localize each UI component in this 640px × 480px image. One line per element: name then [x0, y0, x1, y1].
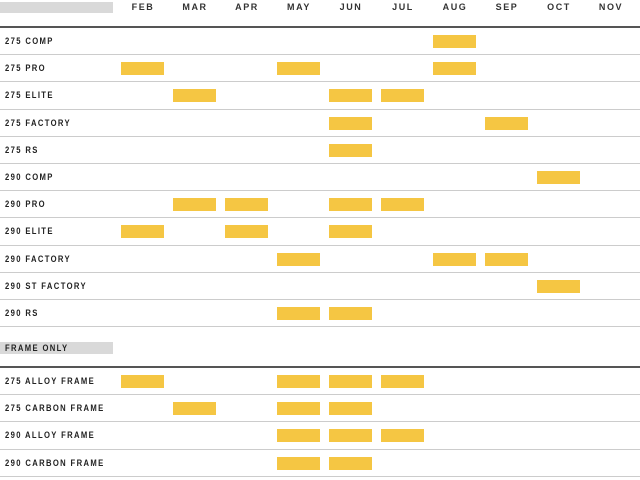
- availability-bar-jul: [381, 429, 424, 443]
- month-jun: JUN: [339, 2, 363, 12]
- frame-section-header: FRAME ONLY: [0, 342, 113, 354]
- row-label: 275 PRO: [5, 63, 46, 74]
- availability-bar-aug: [433, 62, 476, 76]
- row-label: 275 ELITE: [5, 90, 54, 101]
- table-row: 290 PRO: [0, 191, 640, 219]
- row-label: 275 COMP: [5, 36, 54, 46]
- availability-bar-jun: [329, 89, 372, 103]
- row-label: 290 ELITE: [5, 226, 54, 237]
- availability-bar-jun: [329, 143, 372, 157]
- frame-section-label: FRAME ONLY: [5, 343, 69, 353]
- availability-bar-may: [277, 456, 320, 470]
- availability-bar-jun: [329, 307, 372, 320]
- table-row: 275 COMP: [0, 28, 640, 56]
- table-row: 275 PRO: [0, 55, 640, 83]
- availability-bar-feb: [121, 375, 164, 388]
- row-label: 290 ST FACTORY: [5, 280, 87, 291]
- availability-bar-oct: [537, 279, 580, 293]
- availability-bar-may: [277, 375, 320, 388]
- table-row: 275 ELITE: [0, 82, 640, 110]
- month-may: MAY: [287, 2, 311, 12]
- month-apr: APR: [235, 2, 259, 12]
- availability-bar-jun: [329, 429, 372, 443]
- row-label: 290 RS: [5, 308, 39, 318]
- table-row: 290 ST FACTORY: [0, 273, 640, 300]
- availability-bar-mar: [173, 89, 216, 103]
- availability-bar-jul: [381, 375, 424, 388]
- availability-bar-jun: [329, 198, 372, 212]
- availability-bar-aug: [433, 35, 476, 48]
- availability-bar-sep: [485, 116, 528, 130]
- table-row: 275 FACTORY: [0, 110, 640, 137]
- availability-bar-oct: [537, 171, 580, 184]
- frame-divider: [0, 366, 640, 368]
- table-row: 275 ALLOY FRAME: [0, 368, 640, 396]
- table-row: 290 CARBON FRAME: [0, 450, 640, 477]
- table-row: 275 RS: [0, 137, 640, 164]
- row-label: 275 CARBON FRAME: [5, 403, 105, 414]
- availability-bar-jun: [329, 116, 372, 130]
- month-oct: OCT: [547, 2, 571, 12]
- header-label-bar: [0, 2, 113, 13]
- row-label: 275 ALLOY FRAME: [5, 376, 96, 386]
- availability-bar-jun: [329, 225, 372, 239]
- table-row: 290 COMP: [0, 164, 640, 192]
- header-divider: [0, 26, 640, 28]
- availability-bar-aug: [433, 252, 476, 266]
- availability-bar-jun: [329, 456, 372, 470]
- month-feb: FEB: [131, 2, 155, 12]
- availability-bar-jun: [329, 375, 372, 388]
- availability-bar-jul: [381, 198, 424, 212]
- availability-bar-may: [277, 252, 320, 266]
- availability-bar-feb: [121, 62, 164, 76]
- availability-bar-may: [277, 307, 320, 320]
- availability-bar-may: [277, 62, 320, 76]
- row-label: 290 PRO: [5, 199, 46, 210]
- month-jul: JUL: [392, 2, 414, 12]
- row-label: 290 ALLOY FRAME: [5, 430, 96, 441]
- row-label: 290 COMP: [5, 172, 54, 182]
- table-row: 290 RS: [0, 300, 640, 328]
- row-label: 275 RS: [5, 144, 39, 155]
- table-row: 275 CARBON FRAME: [0, 395, 640, 423]
- table-row: 290 ELITE: [0, 218, 640, 246]
- month-nov: NOV: [598, 2, 624, 12]
- row-label: 290 FACTORY: [5, 253, 71, 264]
- row-label: 290 CARBON FRAME: [5, 457, 105, 468]
- month-aug: AUG: [442, 2, 468, 12]
- availability-bar-sep: [485, 252, 528, 266]
- availability-bar-may: [277, 402, 320, 416]
- month-mar: MAR: [182, 2, 208, 12]
- table-row: 290 FACTORY: [0, 246, 640, 273]
- table-row: 290 ALLOY FRAME: [0, 422, 640, 450]
- availability-bar-apr: [225, 225, 268, 239]
- availability-bar-feb: [121, 225, 164, 239]
- availability-bar-mar: [173, 198, 216, 212]
- availability-bar-apr: [225, 198, 268, 212]
- availability-bar-jun: [329, 402, 372, 416]
- row-label: 275 FACTORY: [5, 117, 71, 128]
- availability-bar-jul: [381, 89, 424, 103]
- availability-bar-mar: [173, 402, 216, 416]
- month-sep: SEP: [495, 2, 519, 12]
- availability-bar-may: [277, 429, 320, 443]
